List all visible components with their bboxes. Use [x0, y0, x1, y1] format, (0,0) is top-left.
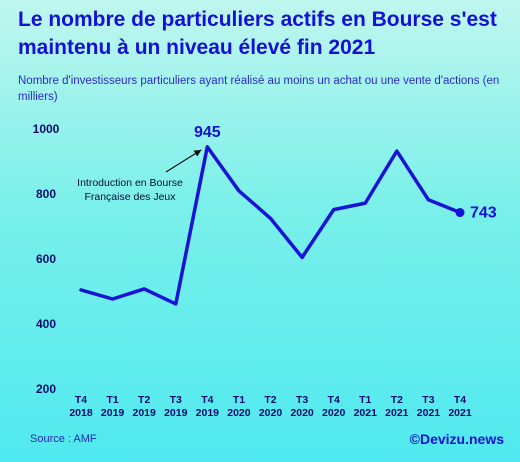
brand-mark: ©Devizu.news: [409, 431, 504, 447]
series-line: [79, 145, 462, 306]
x-tick-label: T2 2019: [132, 394, 156, 419]
y-tick-label: 800: [36, 187, 56, 201]
x-tick-label: T2 2021: [385, 394, 409, 419]
x-tick-label: T4 2021: [448, 394, 472, 419]
y-tick-label: 400: [36, 317, 56, 331]
x-tick-label: T3 2019: [164, 394, 188, 419]
x-tick-label: T4 2018: [69, 394, 93, 419]
annotation-text: Introduction en Bourse Française des Jeux: [77, 177, 183, 203]
annotation-arrow-head: [193, 149, 202, 157]
data-point-marker: [455, 208, 465, 218]
x-tick-label: T4 2020: [322, 394, 346, 419]
y-tick-label: 600: [36, 252, 56, 266]
y-tick-label: 1000: [33, 122, 60, 136]
chart-subtitle: Nombre d'investisseurs particuliers ayan…: [18, 75, 500, 103]
x-tick-label: T1 2021: [354, 394, 378, 419]
x-tick-label: T3 2020: [290, 394, 314, 419]
y-tick-label: 200: [36, 382, 56, 396]
x-tick-label: T1 2020: [227, 394, 251, 419]
x-tick-label: T2 2020: [259, 394, 283, 419]
x-tick-label: T3 2021: [417, 394, 441, 419]
source-note: Source : AMF: [30, 433, 97, 445]
data-label: 945: [194, 124, 221, 141]
x-tick-label: T4 2019: [196, 394, 220, 419]
data-label: 743: [470, 205, 497, 222]
chart-title: Le nombre de particuliers actifs en Bour…: [18, 8, 497, 59]
x-tick-label: T1 2019: [101, 394, 125, 419]
